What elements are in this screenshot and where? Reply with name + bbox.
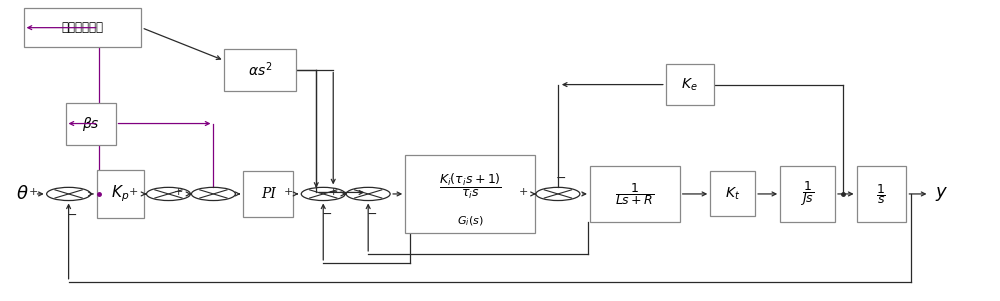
Text: $K_t$: $K_t$ bbox=[725, 186, 740, 202]
Text: $y$: $y$ bbox=[935, 185, 948, 203]
Text: $K_e$: $K_e$ bbox=[681, 76, 698, 93]
Text: $\dfrac{1}{Js}$: $\dfrac{1}{Js}$ bbox=[800, 179, 815, 208]
Text: $\dfrac{1}{Ls+R}$: $\dfrac{1}{Ls+R}$ bbox=[615, 181, 655, 207]
Text: $\beta s$: $\beta s$ bbox=[82, 115, 99, 132]
Text: +: + bbox=[329, 188, 338, 197]
Text: +: + bbox=[29, 188, 39, 197]
FancyBboxPatch shape bbox=[780, 166, 835, 222]
Text: 转动惯量计算: 转动惯量计算 bbox=[62, 21, 104, 34]
Text: $-$: $-$ bbox=[366, 207, 377, 220]
Text: $\dfrac{K_i(\tau_i s+1)}{\tau_i s}$: $\dfrac{K_i(\tau_i s+1)}{\tau_i s}$ bbox=[439, 172, 501, 201]
Text: $-$: $-$ bbox=[321, 207, 332, 220]
Text: $\alpha s^2$: $\alpha s^2$ bbox=[248, 60, 272, 79]
FancyBboxPatch shape bbox=[405, 155, 535, 233]
FancyBboxPatch shape bbox=[710, 172, 755, 216]
Text: $\theta$: $\theta$ bbox=[16, 185, 29, 203]
Text: $G_i(s)$: $G_i(s)$ bbox=[457, 214, 483, 228]
Text: $K_p$: $K_p$ bbox=[111, 184, 130, 204]
FancyBboxPatch shape bbox=[666, 64, 714, 105]
Text: +: + bbox=[519, 188, 528, 197]
FancyBboxPatch shape bbox=[66, 103, 116, 144]
Text: PI: PI bbox=[261, 187, 276, 201]
Text: +: + bbox=[284, 188, 293, 197]
Text: $-$: $-$ bbox=[555, 171, 566, 184]
FancyBboxPatch shape bbox=[24, 8, 141, 47]
Text: +: + bbox=[174, 188, 183, 197]
Text: +: + bbox=[129, 188, 139, 197]
FancyBboxPatch shape bbox=[224, 49, 296, 91]
FancyBboxPatch shape bbox=[243, 171, 293, 217]
FancyBboxPatch shape bbox=[857, 166, 906, 222]
Text: $\dfrac{1}{s}$: $\dfrac{1}{s}$ bbox=[876, 182, 886, 206]
FancyBboxPatch shape bbox=[590, 166, 680, 222]
Text: $-$: $-$ bbox=[66, 208, 77, 221]
FancyBboxPatch shape bbox=[97, 170, 144, 218]
